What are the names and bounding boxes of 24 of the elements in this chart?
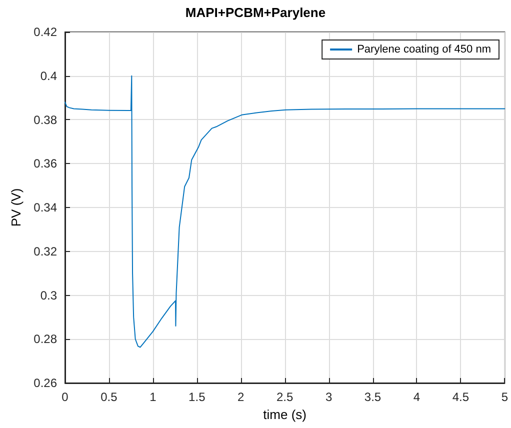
x-tick-label: 4 [413,390,420,404]
legend-label: Parylene coating of 450 nm [357,44,492,56]
y-tick-label: 0.28 [34,332,58,346]
x-tick-label: 0 [62,390,69,404]
y-tick-label: 0.3 [40,288,58,302]
x-tick-label: 4.5 [452,390,470,404]
x-tick-label: 1.5 [188,390,206,404]
chart-title: MAPI+PCBM+Parylene [185,5,326,20]
y-tick-label: 0.4 [40,68,58,83]
y-tick-label: 0.34 [34,200,58,214]
y-tick-label: 0.32 [34,244,58,258]
x-tick-label: 3 [325,390,332,404]
x-tick-label: 1 [150,390,157,404]
x-tick-label: 3.5 [364,390,382,404]
y-tick-label: 0.38 [34,112,58,127]
x-axis-title: time (s) [263,406,307,422]
y-tick-label: 0.26 [34,376,58,390]
x-tick-label: 2 [238,390,245,404]
y-tick-label: 0.42 [34,25,58,39]
x-tick-label: 0.5 [100,390,118,404]
y-tick-label: 0.36 [34,156,58,171]
x-tick-label: 5 [501,390,508,404]
y-axis-title: PV (V) [8,188,24,227]
x-tick-label: 2.5 [276,390,294,404]
